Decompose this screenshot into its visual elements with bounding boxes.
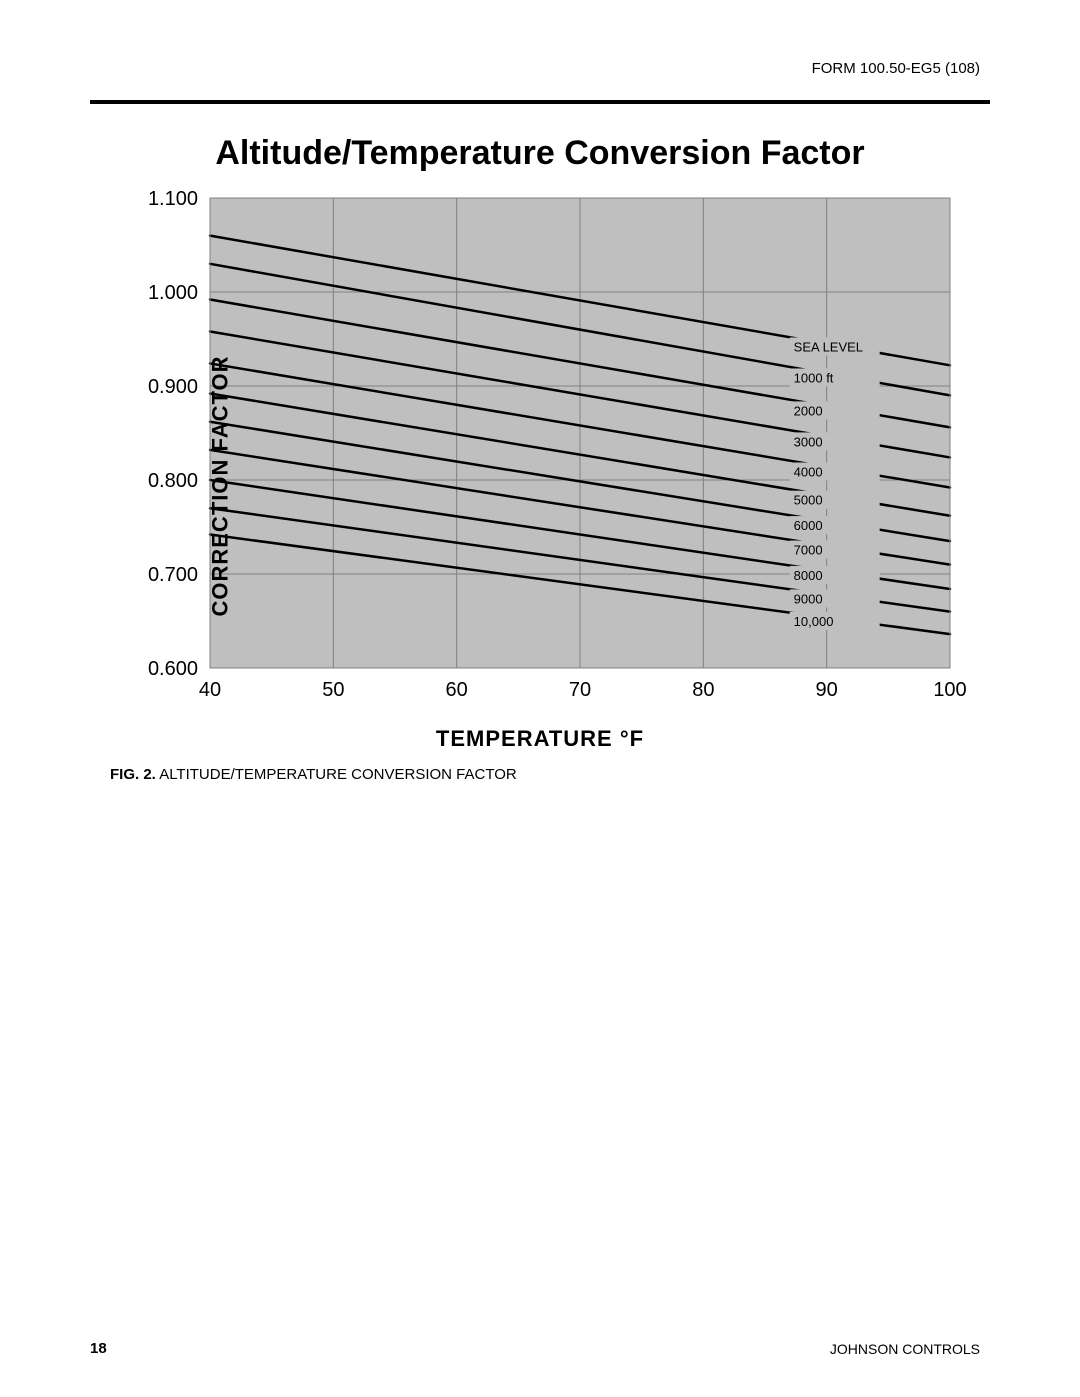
svg-text:4000: 4000 bbox=[794, 464, 823, 479]
svg-text:0.600: 0.600 bbox=[148, 658, 198, 680]
svg-text:2000: 2000 bbox=[794, 403, 823, 418]
x-axis-title: TEMPERATURE °F bbox=[100, 726, 980, 752]
svg-text:3000: 3000 bbox=[794, 434, 823, 449]
svg-text:60: 60 bbox=[446, 679, 468, 701]
svg-text:0.900: 0.900 bbox=[148, 376, 198, 398]
top-rule bbox=[90, 100, 990, 104]
svg-text:6000: 6000 bbox=[794, 518, 823, 533]
svg-text:1.100: 1.100 bbox=[148, 188, 198, 210]
svg-text:80: 80 bbox=[692, 679, 714, 701]
caption-text: ALTITUDE/TEMPERATURE CONVERSION FACTOR bbox=[159, 766, 517, 783]
y-axis-title: CORRECTION FACTOR bbox=[208, 355, 234, 616]
svg-text:8000: 8000 bbox=[794, 568, 823, 583]
svg-text:0.700: 0.700 bbox=[148, 564, 198, 586]
chart-title: Altitude/Temperature Conversion Factor bbox=[90, 134, 990, 173]
svg-text:9000: 9000 bbox=[794, 591, 823, 606]
svg-text:90: 90 bbox=[816, 679, 838, 701]
svg-text:SEA LEVEL: SEA LEVEL bbox=[794, 339, 863, 354]
svg-text:7000: 7000 bbox=[794, 543, 823, 558]
company-name: JOHNSON CONTROLS bbox=[830, 1341, 980, 1357]
page-number: 18 bbox=[90, 1340, 107, 1357]
svg-text:40: 40 bbox=[199, 679, 221, 701]
svg-text:1000 ft: 1000 ft bbox=[794, 370, 834, 385]
page: FORM 100.50-EG5 (108) Altitude/Temperatu… bbox=[0, 0, 1080, 1397]
figure-caption: FIG. 2. ALTITUDE/TEMPERATURE CONVERSION … bbox=[110, 766, 980, 783]
chart-container: CORRECTION FACTOR SEA LEVEL 1000 ft 2000 30… bbox=[100, 188, 980, 783]
svg-text:70: 70 bbox=[569, 679, 591, 701]
svg-text:0.800: 0.800 bbox=[148, 470, 198, 492]
svg-text:10,000: 10,000 bbox=[794, 614, 834, 629]
svg-text:100: 100 bbox=[933, 679, 966, 701]
svg-text:1.000: 1.000 bbox=[148, 282, 198, 304]
caption-prefix: FIG. 2. bbox=[110, 766, 156, 783]
form-number: FORM 100.50-EG5 (108) bbox=[812, 60, 980, 77]
svg-text:50: 50 bbox=[322, 679, 344, 701]
svg-text:5000: 5000 bbox=[794, 493, 823, 508]
